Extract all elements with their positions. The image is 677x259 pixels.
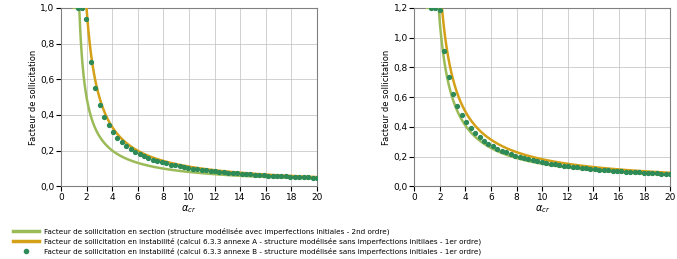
Y-axis label: Facteur de sollicitation: Facteur de sollicitation <box>28 49 38 145</box>
X-axis label: $\alpha_{cr}$: $\alpha_{cr}$ <box>535 203 550 215</box>
Y-axis label: Facteur de sollicitation: Facteur de sollicitation <box>382 49 391 145</box>
X-axis label: $\alpha_{cr}$: $\alpha_{cr}$ <box>181 203 196 215</box>
Legend: Facteur de sollicitation en section (structure modélisée avec imperfections init: Facteur de sollicitation en section (str… <box>10 225 484 258</box>
